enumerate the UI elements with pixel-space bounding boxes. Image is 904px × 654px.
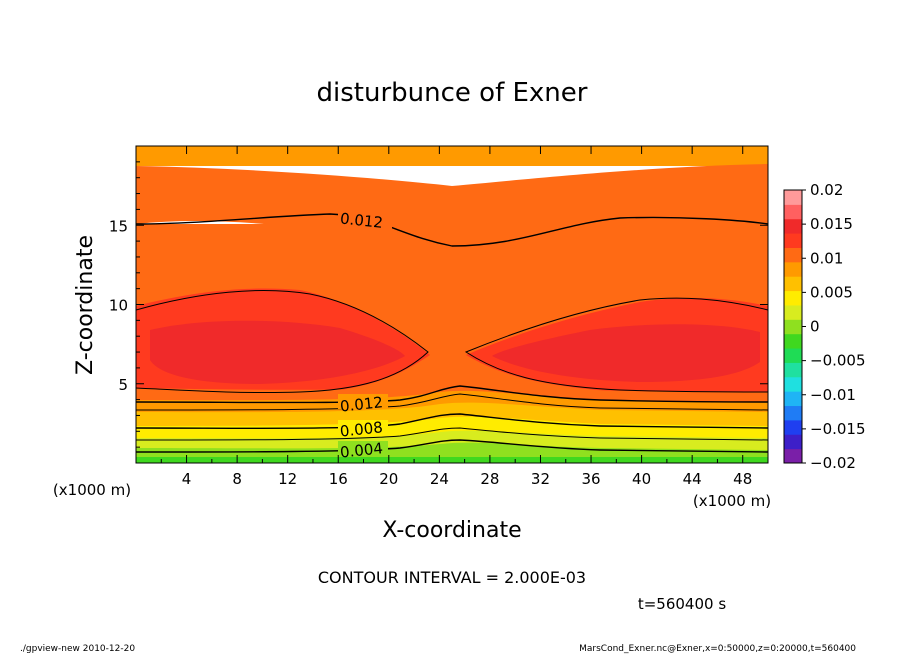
x-tick-label: 40 bbox=[632, 470, 651, 488]
contour-0.012-upper bbox=[136, 213, 768, 247]
x-tick-label: 36 bbox=[581, 470, 600, 488]
contour-label-0.008: 0.008 bbox=[339, 418, 384, 440]
colorbar-tick-label: 0 bbox=[810, 318, 820, 336]
colorbar-swatch bbox=[784, 190, 802, 205]
contour-label-0.012-upper: 0.012 bbox=[339, 209, 384, 231]
contour-0.012-right-loop bbox=[464, 297, 768, 393]
chart-title: disturbunce of Exner bbox=[317, 78, 588, 108]
contour-0.012-lower bbox=[136, 385, 768, 404]
contour-0.012-left-loop bbox=[136, 290, 429, 394]
y-axis-label: Z-coordinate bbox=[73, 235, 98, 375]
contour-0.006 bbox=[136, 427, 768, 441]
band-bottom bbox=[136, 457, 768, 463]
colorbar-swatch bbox=[784, 434, 802, 450]
colorbar-tick-label: −0.02 bbox=[810, 454, 856, 472]
colorbar-swatch bbox=[784, 348, 802, 363]
x-tick-label: 16 bbox=[329, 470, 348, 488]
colorbar-swatch bbox=[784, 233, 802, 248]
x-axis-label: X-coordinate bbox=[382, 518, 521, 543]
x-tick-label: 20 bbox=[379, 470, 398, 488]
x-tick-label: 12 bbox=[278, 470, 297, 488]
contour-labels: 0.012 0.012 0.008 0.004 bbox=[338, 209, 392, 462]
y-tick-label: 5 bbox=[118, 376, 128, 394]
colorbar-swatch bbox=[784, 304, 802, 320]
x-tick-label: 32 bbox=[531, 470, 550, 488]
colorbar bbox=[783, 189, 803, 464]
contour-interval-text: CONTOUR INTERVAL = 2.000E-03 bbox=[318, 568, 586, 587]
colorbar-swatch bbox=[784, 247, 802, 263]
colorbar-swatch bbox=[784, 448, 802, 464]
colorbar-tick-label: −0.015 bbox=[810, 420, 866, 438]
band-0.014-0.016-right bbox=[492, 324, 760, 382]
colorbar-tick-label: 0.02 bbox=[810, 181, 843, 199]
colorbar-tick-label: −0.005 bbox=[810, 352, 866, 370]
colorbar-swatch bbox=[784, 261, 802, 277]
x-tick-label: 8 bbox=[232, 470, 242, 488]
colorbar-swatch bbox=[784, 405, 802, 421]
colorbar-tick-label: 0.015 bbox=[810, 215, 853, 233]
colorbar-swatch bbox=[784, 204, 802, 220]
contour-0.004 bbox=[136, 439, 768, 453]
colorbar-swatch bbox=[784, 419, 802, 435]
contour-label-0.004: 0.004 bbox=[339, 439, 384, 461]
colorbar-swatch bbox=[784, 362, 802, 378]
y-unit-label: (x1000 m) bbox=[53, 481, 131, 499]
colorbar-swatch bbox=[784, 376, 802, 392]
contour-0.010 bbox=[136, 393, 768, 411]
colorbar-tick-label: 0.005 bbox=[810, 283, 853, 301]
x-axis-ticks: 4 8 12 16 20 24 28 32 36 40 44 48 bbox=[160, 146, 752, 488]
x-tick-label: 4 bbox=[182, 470, 192, 488]
band-top bbox=[136, 146, 768, 166]
colorbar-tick-label: −0.01 bbox=[810, 386, 856, 404]
colorbar-tick-label: 0.01 bbox=[810, 249, 843, 267]
band-0.014-0.016-left bbox=[150, 320, 405, 384]
colorbar-swatch bbox=[784, 218, 802, 234]
x-tick-label: 28 bbox=[480, 470, 499, 488]
y-tick-label: 15 bbox=[109, 217, 128, 235]
colorbar-labels: 0.02 0.015 0.01 0.005 0 −0.005 −0.01 −0.015 −0.0… bbox=[802, 181, 866, 472]
x-tick-label: 24 bbox=[430, 470, 449, 488]
colorbar-swatch bbox=[784, 333, 802, 349]
x-tick-label: 48 bbox=[733, 470, 752, 488]
time-text: t=560400 s bbox=[638, 595, 726, 613]
colorbar-swatch bbox=[784, 319, 802, 335]
contour-0.008 bbox=[136, 413, 768, 430]
plot-area bbox=[136, 146, 768, 463]
colorbar-swatch bbox=[784, 391, 802, 407]
y-axis-ticks: 5 10 15 bbox=[109, 161, 768, 448]
x-tick-label: 44 bbox=[683, 470, 702, 488]
contour-label-0.012-lower: 0.012 bbox=[339, 393, 384, 415]
footer-right: MarsCond_Exner.nc@Exner,x=0:50000,z=0:20… bbox=[579, 644, 856, 654]
y-tick-label: 10 bbox=[109, 297, 128, 315]
footer-left: ./gpview-new 2010-12-20 bbox=[20, 644, 135, 654]
colorbar-swatch bbox=[784, 276, 802, 292]
x-unit-label: (x1000 m) bbox=[693, 492, 771, 510]
colorbar-swatch bbox=[784, 290, 802, 306]
